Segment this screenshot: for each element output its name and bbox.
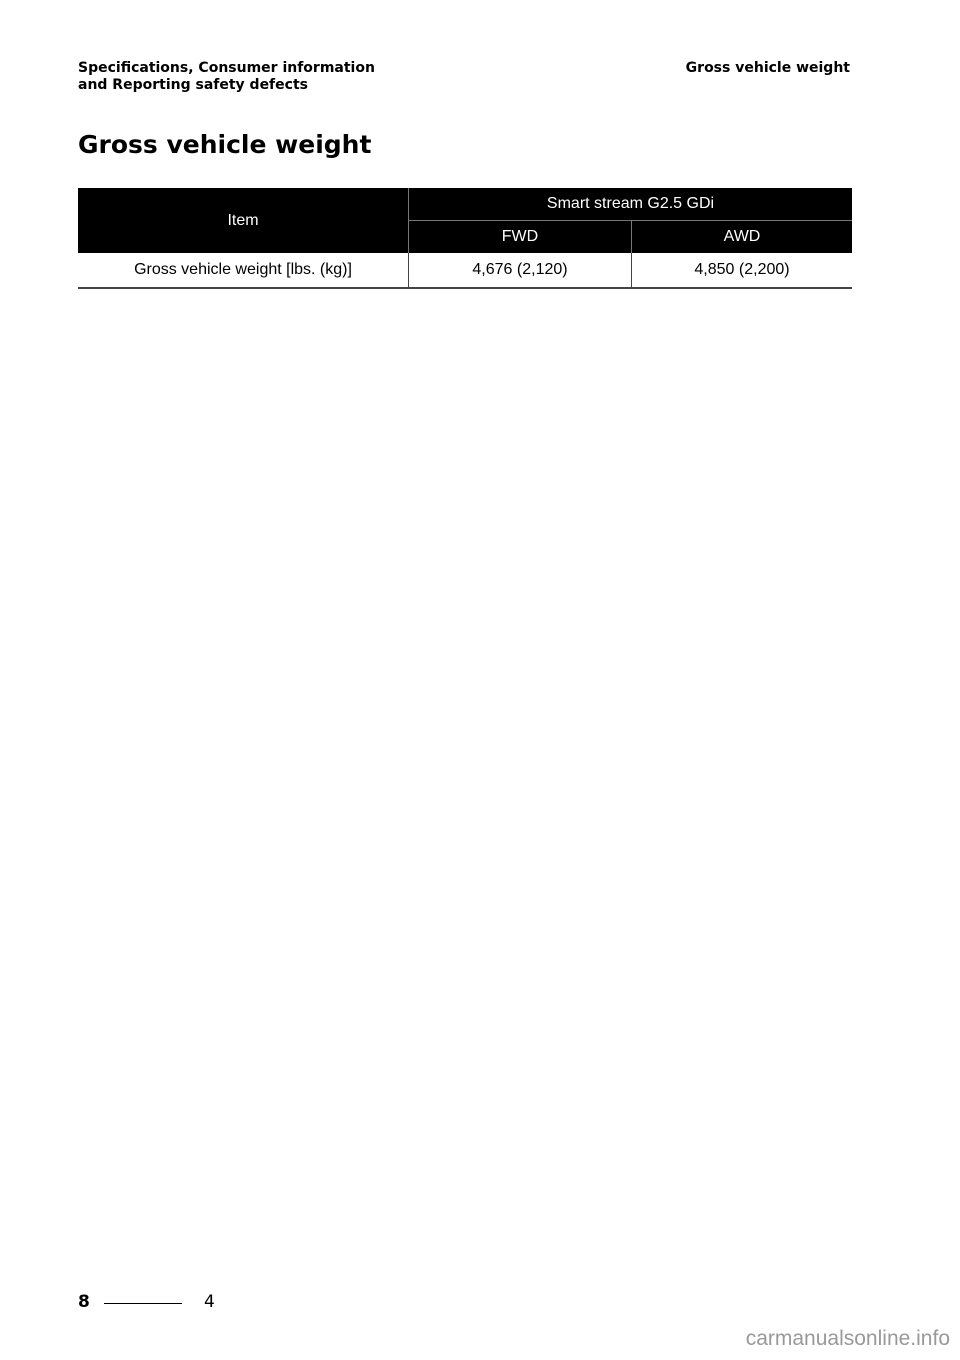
engine-header: Smart stream G2.5 GDi [408, 188, 852, 221]
item-cell: Gross vehicle weight [lbs. (kg)] [78, 253, 409, 289]
item-header: Item [78, 188, 409, 253]
page-number: 4 [204, 1292, 215, 1312]
chapter-number: 8 [78, 1292, 90, 1312]
awd-cell: 4,850 (2,200) [631, 253, 852, 289]
awd-header: AWD [631, 220, 852, 253]
watermark: carmanualsonline.info [745, 1327, 950, 1350]
page-title: Gross vehicle weight [78, 130, 372, 159]
table-row: Gross vehicle weight [lbs. (kg)] 4,676 (… [78, 253, 852, 289]
footer-divider [104, 1303, 182, 1304]
fwd-header: FWD [408, 220, 632, 253]
section-header: Specifications, Consumer information and… [78, 60, 375, 94]
topic-header: Gross vehicle weight [685, 60, 850, 76]
section-header-line2: and Reporting safety defects [78, 77, 308, 93]
fwd-cell: 4,676 (2,120) [408, 253, 632, 289]
weight-table: Item Smart stream G2.5 GDi FWD AWD Gross… [78, 188, 852, 289]
section-header-line1: Specifications, Consumer information [78, 60, 375, 76]
